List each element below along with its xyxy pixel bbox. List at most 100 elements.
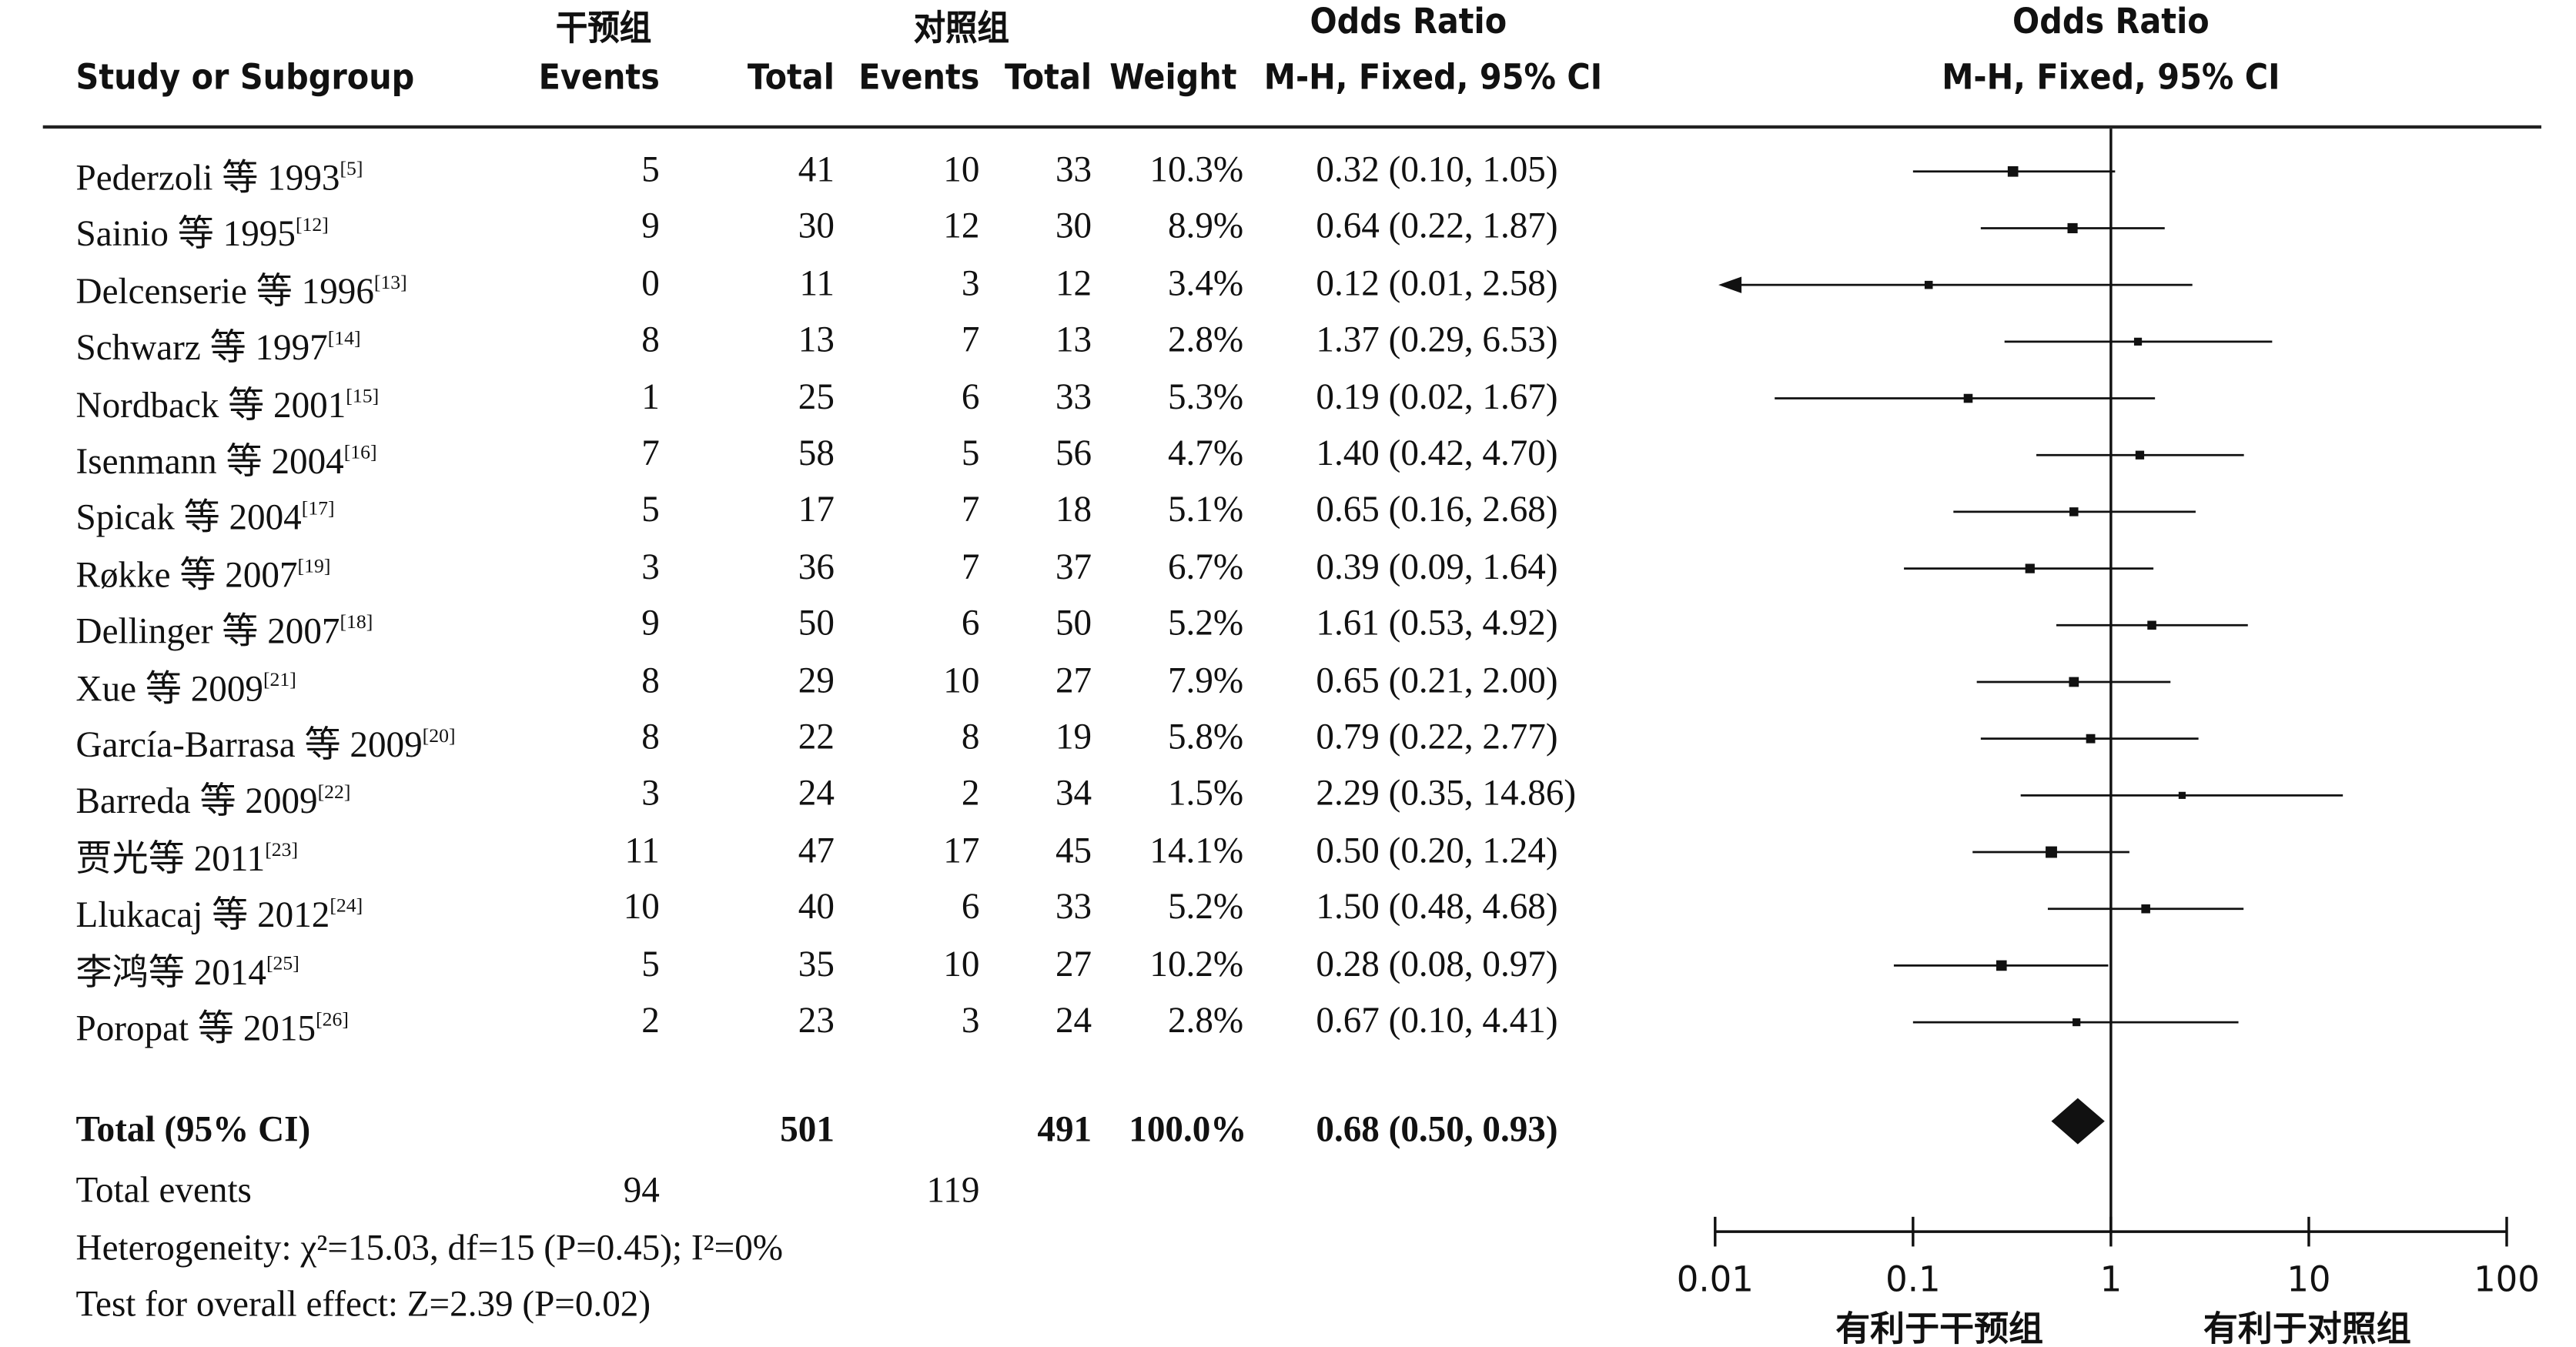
header-or-method: M-H, Fixed, 95% CI (1263, 57, 1603, 98)
study-name: Schwarz 等 1997[14] (75, 326, 361, 369)
effect-square (2025, 563, 2035, 573)
odds-ratio-ci: 1.50 (0.48, 4.68) (1316, 885, 1558, 928)
events-control: 10 (943, 942, 980, 984)
events-intervention: 8 (641, 658, 660, 700)
weight: 3.4% (1167, 262, 1244, 303)
study-name: Pederzoli 等 1993[5] (75, 156, 363, 199)
total-n-intervention: 501 (780, 1108, 835, 1150)
events-intervention: 5 (641, 942, 660, 984)
total-control: 13 (1055, 318, 1092, 360)
x-tick-label: 100 (2474, 1258, 2540, 1299)
study-name: Røkke 等 2007[19] (75, 553, 331, 595)
total-intervention: 50 (798, 602, 835, 643)
total-control: 33 (1055, 375, 1092, 417)
study-reference: [14] (327, 326, 361, 350)
total-intervention: 11 (799, 262, 835, 303)
effect-square (2067, 222, 2078, 234)
header-total-intervention: Total (747, 57, 835, 98)
odds-ratio-ci: 0.67 (0.10, 4.41) (1316, 999, 1558, 1041)
events-control: 6 (961, 375, 980, 417)
events-intervention: 5 (641, 488, 660, 530)
effect-square (2069, 677, 2079, 687)
events-control: 2 (961, 772, 980, 814)
weight: 6.7% (1167, 545, 1244, 587)
total-intervention: 36 (798, 545, 835, 587)
favours-intervention-label: 有利于干预组 (1835, 1309, 2043, 1347)
events-intervention: 3 (641, 545, 660, 587)
events-control: 12 (943, 205, 980, 247)
total-intervention: 41 (798, 148, 835, 190)
header-events-intervention: Events (538, 57, 660, 98)
events-intervention: 10 (623, 885, 660, 928)
study-reference: [19] (297, 553, 331, 577)
effect-square (2007, 165, 2019, 177)
x-tick-label: 10 (2287, 1258, 2330, 1299)
study-name: Sainio 等 1995[12] (75, 213, 329, 255)
events-control: 5 (961, 432, 980, 473)
total-intervention: 35 (798, 942, 835, 984)
weight: 10.2% (1149, 942, 1244, 984)
header-events-control: Events (858, 57, 980, 98)
events-control: 8 (961, 715, 980, 757)
events-control: 6 (961, 602, 980, 643)
events-control: 6 (961, 885, 980, 928)
study-reference: [13] (373, 269, 407, 293)
weight: 8.9% (1167, 205, 1244, 247)
events-control: 10 (943, 148, 980, 190)
odds-ratio-ci: 0.79 (0.22, 2.77) (1316, 715, 1558, 757)
study-name: Delcenserie 等 1996[13] (75, 269, 407, 312)
weight: 5.1% (1167, 488, 1244, 530)
effect-square (2178, 791, 2186, 799)
events-intervention: 8 (641, 715, 660, 757)
odds-ratio-ci: 0.12 (0.01, 2.58) (1316, 262, 1558, 303)
effect-square (2069, 507, 2079, 516)
events-intervention: 0 (641, 262, 660, 303)
x-tick-label: 0.01 (1677, 1258, 1754, 1299)
odds-ratio-ci: 0.32 (0.10, 1.05) (1316, 148, 1558, 190)
events-control: 7 (961, 545, 980, 587)
effect-square (2135, 450, 2145, 460)
effect-square (1996, 960, 2007, 971)
study-reference: [23] (265, 837, 299, 861)
header-study: Study or Subgroup (75, 57, 415, 98)
study-reference: [25] (266, 951, 299, 974)
total-control: 24 (1055, 999, 1092, 1041)
effect-square (2141, 904, 2150, 914)
total-control: 33 (1055, 148, 1092, 190)
weight: 10.3% (1149, 148, 1244, 190)
events-control: 10 (943, 658, 980, 700)
weight: 7.9% (1167, 658, 1244, 700)
total-intervention: 23 (798, 999, 835, 1041)
effect-square (2133, 337, 2143, 346)
events-intervention: 11 (624, 829, 660, 871)
odds-ratio-ci: 1.37 (0.29, 6.53) (1316, 318, 1558, 360)
weight: 1.5% (1167, 772, 1244, 814)
odds-ratio-ci: 2.29 (0.35, 14.86) (1316, 772, 1577, 814)
study-name: García-Barrasa 等 2009[20] (75, 724, 456, 765)
study-name: Llukacaj 等 2012[24] (75, 894, 363, 935)
total-events-intervention: 94 (623, 1168, 660, 1211)
odds-ratio-ci: 0.64 (0.22, 1.87) (1316, 205, 1558, 247)
effect-square (1924, 280, 1933, 289)
study-name: Barreda 等 2009[22] (75, 780, 351, 822)
effect-square (2046, 846, 2057, 858)
events-intervention: 5 (641, 148, 660, 190)
weight: 2.8% (1167, 318, 1244, 360)
total-intervention: 13 (798, 318, 835, 360)
total-control: 33 (1055, 885, 1092, 928)
weight: 4.7% (1167, 432, 1244, 473)
total-control: 27 (1055, 658, 1092, 700)
odds-ratio-ci: 0.65 (0.16, 2.68) (1316, 488, 1558, 530)
events-control: 3 (961, 262, 980, 303)
total-n-control: 491 (1037, 1108, 1092, 1150)
effect-square (1963, 393, 1973, 403)
x-tick-label: 1 (2100, 1258, 2123, 1299)
odds-ratio-ci: 0.19 (0.02, 1.67) (1316, 375, 1558, 417)
total-control: 18 (1055, 488, 1092, 530)
total-intervention: 17 (798, 488, 835, 530)
weight: 5.3% (1167, 375, 1244, 417)
study-name: Spicak 等 2004[17] (75, 496, 335, 539)
total-intervention: 29 (798, 658, 835, 700)
